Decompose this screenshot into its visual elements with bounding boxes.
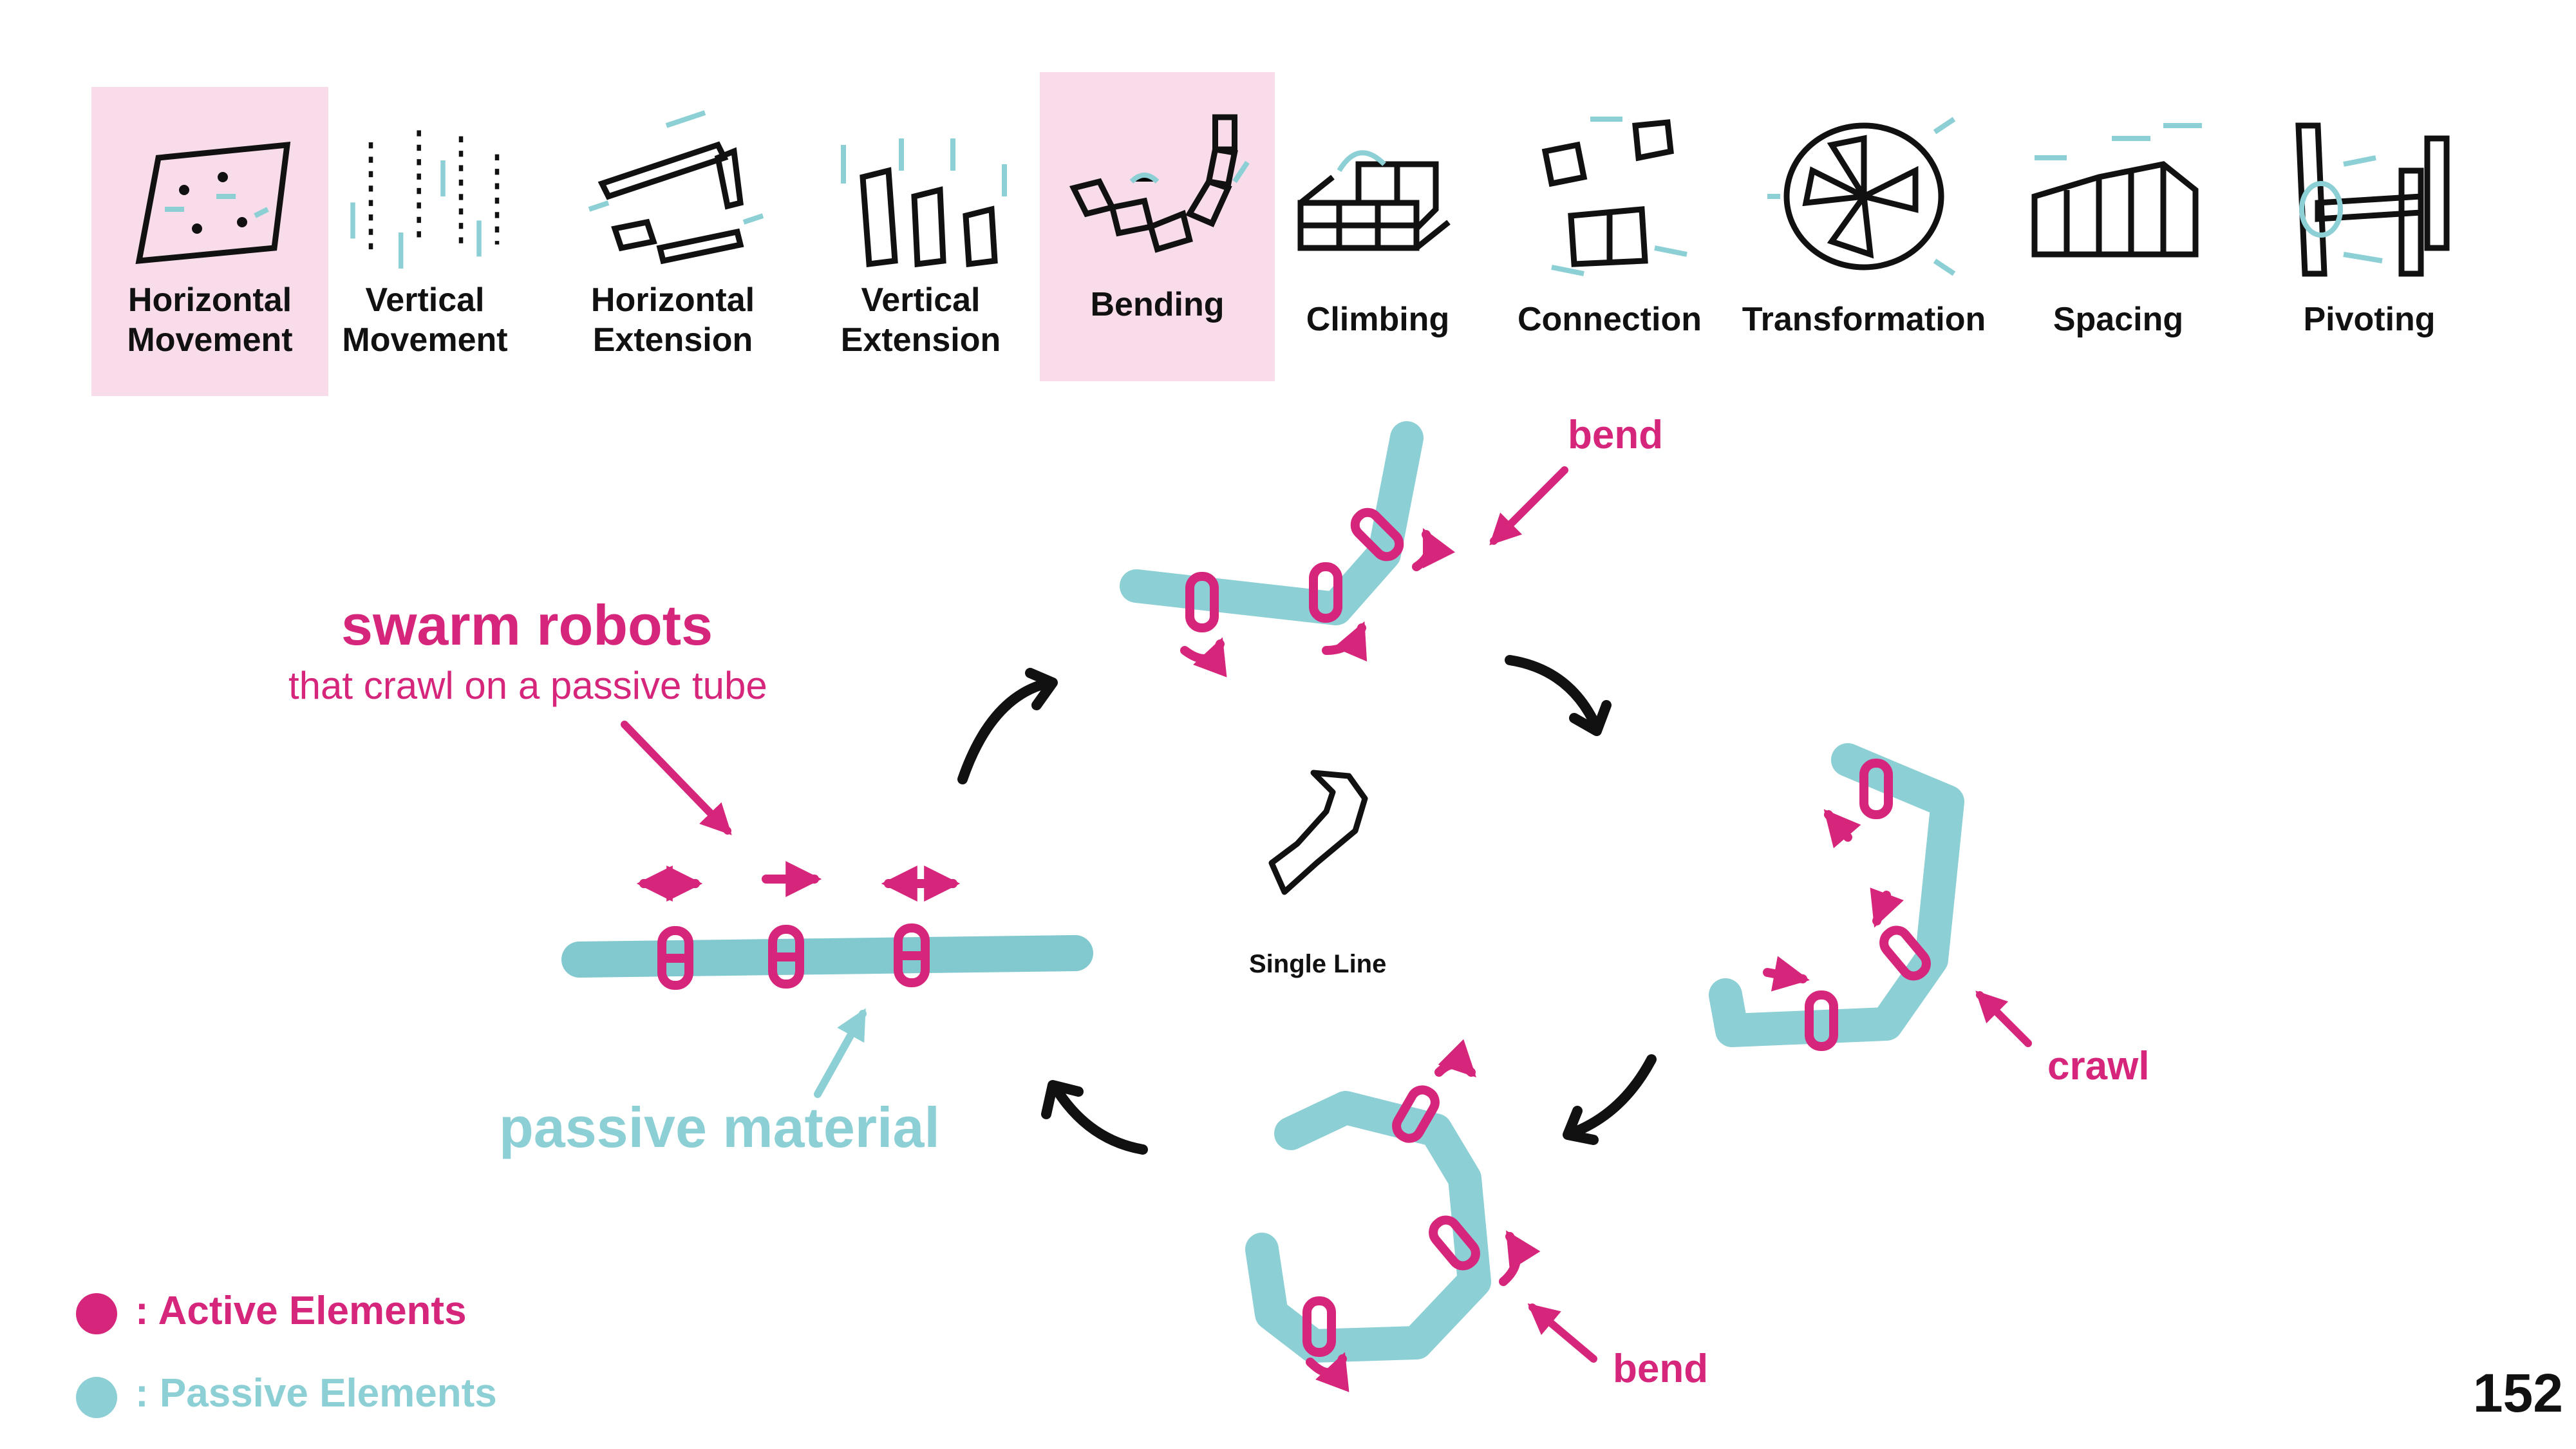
horizontal-extension-icon (588, 110, 764, 265)
connection-icon (1541, 117, 1688, 276)
swarm-robots-title: swarm robots (341, 593, 713, 657)
horizontal-movement-icon (135, 141, 291, 265)
category-label: Vertical Movement (342, 281, 508, 359)
active-legend-dot (76, 1293, 117, 1334)
vertical-extension-icon (841, 138, 1007, 268)
category-label: Vertical Extension (840, 281, 1001, 359)
passive-tube (1709, 743, 1964, 1047)
category-label: Pivoting (2303, 301, 2436, 338)
active-robot (657, 923, 930, 990)
category-label: Spacing (2053, 301, 2184, 338)
climbing-icon (1297, 150, 1451, 251)
category-vertical-extension: Vertical Extension (818, 87, 1024, 390)
category-label: Horizontal Extension (590, 281, 755, 359)
bend-bottom-label: bend (1613, 1347, 1709, 1391)
category-horizontal-movement: Horizontal Movement (91, 87, 328, 396)
hexagon-tube-state (1245, 1039, 1541, 1392)
active-legend-label: : Active Elements (135, 1289, 467, 1333)
bending-icon (1069, 114, 1250, 253)
passive-legend-label: : Passive Elements (135, 1371, 497, 1416)
passive-legend-dot (76, 1377, 117, 1418)
category-label: Bending (1090, 286, 1225, 323)
cycle-arrows (957, 655, 1657, 1155)
category-label: Horizontal Movement (127, 281, 293, 359)
category-label: Climbing (1306, 301, 1450, 338)
passive-tube (1245, 1091, 1491, 1363)
crawl-tube-state (1709, 743, 1964, 1051)
category-vertical-movement: Vertical Movement (335, 87, 515, 390)
category-horizontal-extension: Horizontal Extension (567, 87, 779, 390)
single-line-label: Single Line (1249, 950, 1387, 978)
swarm-robots-subtitle: that crawl on a passive tube (288, 664, 767, 707)
vertical-movement-icon (350, 130, 500, 269)
transformation-icon (1767, 117, 1956, 276)
single-line-sketch (1268, 770, 1368, 895)
category-label: Connection (1518, 301, 1702, 338)
category-bending: Bending (1040, 72, 1275, 381)
spacing-icon (2031, 123, 2202, 258)
page-number: 152 (2472, 1363, 2563, 1423)
crawl-label: crawl (2047, 1044, 2150, 1088)
category-label: Transformation (1742, 301, 1986, 338)
category-pivoting: Pivoting (2253, 87, 2485, 390)
passive-tube (1120, 421, 1424, 625)
category-climbing: Climbing (1281, 87, 1474, 390)
straight-tube-state (561, 861, 1093, 990)
passive-material-label: passive material (499, 1095, 940, 1159)
category-spacing: Spacing (2002, 87, 2234, 390)
bend-top-label: bend (1568, 413, 1664, 457)
bent-tube-state (1120, 421, 1456, 677)
motion-arrows (636, 861, 961, 902)
pivoting-icon (2295, 122, 2450, 277)
category-transformation: Transformation (1738, 87, 1989, 390)
category-connection: Connection (1507, 87, 1713, 390)
annotation-arrows (621, 466, 2032, 1363)
